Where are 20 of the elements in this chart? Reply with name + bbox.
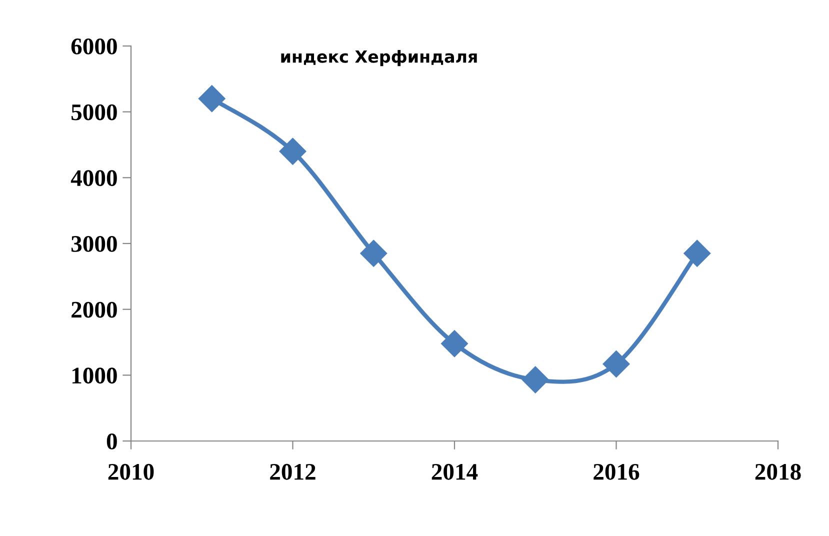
x-tick-label: 2014	[432, 464, 478, 480]
y-tick-label: 1000	[72, 368, 117, 384]
y-tick-label: 0	[106, 433, 117, 450]
point	[441, 330, 468, 358]
x-tick-label: 2016	[594, 464, 640, 480]
x-tick-label: 2012	[270, 464, 316, 480]
y-tick-label: 5000	[72, 104, 117, 120]
y-tick-label: 4000	[70, 170, 117, 186]
y-tick-label: 3000	[71, 236, 117, 252]
point	[684, 240, 711, 267]
y-tick-label: 2000	[72, 302, 117, 318]
point	[279, 138, 306, 165]
x-tick-label: 2018	[755, 464, 801, 480]
point	[602, 350, 630, 378]
point	[522, 366, 549, 394]
point	[198, 85, 226, 112]
x-tick-label: 2010	[108, 464, 154, 480]
y-tick-label: 6000	[71, 38, 117, 54]
point	[360, 240, 388, 267]
chart-title: индекс Херфиндаля	[281, 50, 477, 66]
